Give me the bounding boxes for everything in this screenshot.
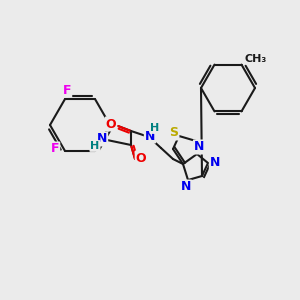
Text: N: N xyxy=(145,130,155,142)
Text: S: S xyxy=(169,127,178,140)
Text: N: N xyxy=(194,140,204,154)
Text: F: F xyxy=(63,83,71,97)
Text: N: N xyxy=(210,157,220,169)
Text: N: N xyxy=(181,181,191,194)
Text: H: H xyxy=(150,123,160,133)
Text: CH₃: CH₃ xyxy=(244,54,267,64)
Text: F: F xyxy=(51,142,59,155)
Text: N: N xyxy=(97,133,107,146)
Text: H: H xyxy=(90,141,100,151)
Text: O: O xyxy=(106,118,116,130)
Text: O: O xyxy=(136,152,146,164)
